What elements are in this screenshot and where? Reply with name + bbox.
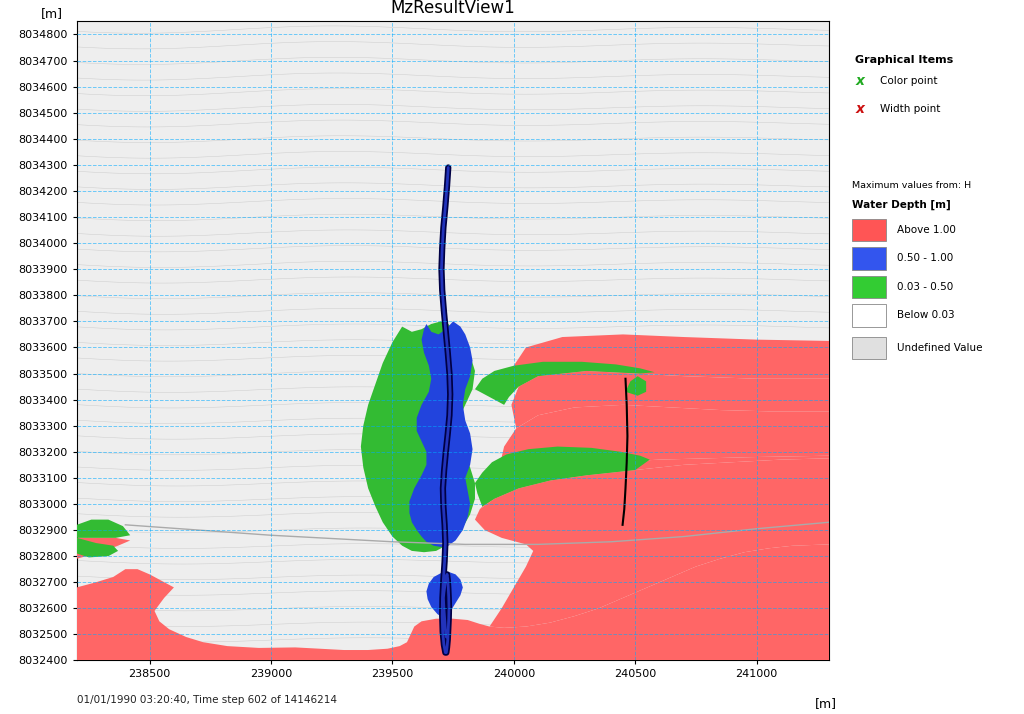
Polygon shape	[511, 371, 829, 428]
Text: [m]: [m]	[815, 698, 837, 710]
Polygon shape	[77, 520, 130, 538]
Text: 0.03 - 0.50: 0.03 - 0.50	[897, 282, 953, 292]
Polygon shape	[475, 362, 654, 405]
Text: Width point: Width point	[880, 104, 940, 114]
Polygon shape	[514, 334, 829, 386]
Bar	[852, 276, 887, 298]
Text: Color point: Color point	[880, 76, 937, 86]
Text: 0.50 - 1.00: 0.50 - 1.00	[897, 253, 953, 263]
Polygon shape	[500, 405, 829, 486]
Polygon shape	[77, 538, 130, 588]
Text: Graphical Items: Graphical Items	[855, 55, 953, 65]
Polygon shape	[626, 376, 646, 396]
Bar	[852, 218, 887, 241]
Bar	[852, 304, 887, 326]
Text: Water Depth [m]: Water Depth [m]	[852, 199, 951, 210]
Polygon shape	[410, 321, 472, 547]
Text: Below 0.03: Below 0.03	[897, 311, 954, 321]
Text: Maximum values from: H: Maximum values from: H	[852, 181, 971, 190]
Bar	[852, 337, 887, 359]
Polygon shape	[480, 456, 829, 509]
Text: [m]: [m]	[41, 7, 62, 20]
Polygon shape	[426, 572, 463, 619]
Title: MzResultView1: MzResultView1	[391, 0, 515, 17]
Bar	[852, 247, 887, 270]
Text: 01/01/1990 03:20:40, Time step 602 of 14146214: 01/01/1990 03:20:40, Time step 602 of 14…	[77, 695, 337, 705]
Polygon shape	[475, 446, 650, 506]
Polygon shape	[77, 544, 829, 660]
Polygon shape	[360, 321, 475, 552]
Polygon shape	[475, 458, 829, 628]
Text: x: x	[855, 102, 864, 116]
Text: Above 1.00: Above 1.00	[897, 225, 955, 235]
Text: Undefined Value: Undefined Value	[897, 343, 982, 353]
Polygon shape	[77, 538, 118, 558]
Text: x: x	[855, 74, 864, 88]
